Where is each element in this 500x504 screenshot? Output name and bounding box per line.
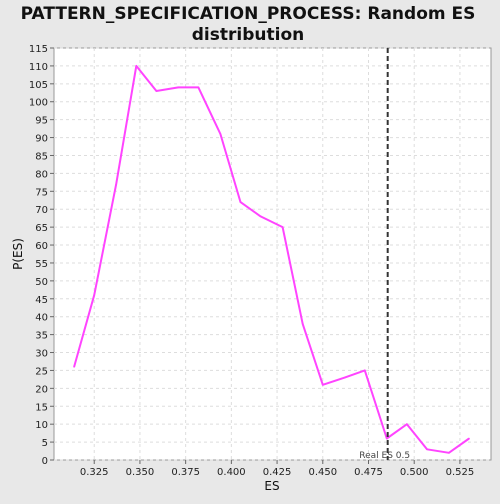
y-tick-label: 10 bbox=[35, 420, 48, 431]
data-point bbox=[239, 201, 242, 203]
data-point bbox=[406, 423, 408, 425]
x-tick-label: 0.450 bbox=[308, 467, 337, 478]
y-tick-label: 70 bbox=[35, 205, 48, 216]
y-tick-label: 35 bbox=[35, 331, 48, 342]
y-tick-label: 75 bbox=[35, 187, 48, 198]
data-point bbox=[321, 383, 324, 386]
y-tick-label: 65 bbox=[35, 223, 48, 234]
x-tick-label: 0.375 bbox=[171, 467, 200, 478]
y-tick-label: 80 bbox=[35, 169, 48, 180]
real-es-label: Real ES 0.5 bbox=[359, 451, 410, 461]
y-tick-label: 95 bbox=[35, 116, 48, 127]
y-tick-label: 55 bbox=[35, 259, 48, 270]
series-layer bbox=[73, 64, 470, 454]
x-tick-label: 0.400 bbox=[217, 467, 246, 478]
plot-area bbox=[53, 47, 492, 461]
data-point bbox=[468, 437, 470, 440]
y-axis-label: P(ES) bbox=[11, 238, 25, 270]
y-tick-label: 110 bbox=[29, 62, 48, 73]
data-point bbox=[259, 215, 262, 218]
y-tick-label: 100 bbox=[29, 98, 48, 109]
y-tick-label: 90 bbox=[35, 134, 48, 145]
x-tick-label: 0.525 bbox=[446, 467, 475, 478]
data-point bbox=[426, 448, 428, 451]
chart-title-line-2: distribution bbox=[192, 25, 304, 45]
y-tick-label: 105 bbox=[29, 80, 48, 91]
y-tick-label: 85 bbox=[35, 151, 48, 162]
data-point bbox=[93, 294, 96, 297]
data-point bbox=[281, 226, 284, 228]
y-tick-label: 15 bbox=[35, 402, 48, 413]
axes: 0 5 10 15 20 25 30 35 40 45 50 55 60 65 70 75 80 85 90 95 10… bbox=[29, 44, 474, 478]
data-point bbox=[219, 133, 222, 135]
x-axis-label: ES bbox=[264, 479, 279, 493]
y-tick-label: 40 bbox=[35, 313, 48, 324]
chart-title-line-1: PATTERN_SPECIFICATION_PROCESS: Random ES bbox=[21, 4, 476, 24]
annotation-layer: Real ES 0.5 bbox=[359, 48, 410, 461]
y-tick-label: 30 bbox=[35, 349, 48, 360]
data-point bbox=[73, 366, 75, 368]
x-tick-label: 0.425 bbox=[263, 467, 292, 478]
data-point bbox=[364, 369, 366, 372]
y-tick-label: 45 bbox=[35, 295, 48, 306]
data-point bbox=[197, 86, 200, 89]
y-tick-label: 5 bbox=[42, 438, 48, 449]
x-tick-label: 0.325 bbox=[80, 467, 109, 478]
x-tick-label: 0.350 bbox=[126, 467, 155, 478]
y-tick-label: 50 bbox=[35, 277, 48, 288]
data-point bbox=[135, 65, 138, 67]
data-point bbox=[301, 323, 304, 325]
data-point bbox=[115, 183, 117, 185]
x-tick-label: 0.475 bbox=[354, 467, 383, 478]
data-point bbox=[385, 437, 388, 440]
y-tick-label: 20 bbox=[35, 384, 48, 395]
x-tick-label: 0.500 bbox=[400, 467, 429, 478]
data-point bbox=[343, 376, 346, 379]
series-line bbox=[73, 64, 470, 454]
grid bbox=[54, 47, 491, 461]
y-tick-label: 115 bbox=[29, 44, 48, 55]
y-tick-label: 60 bbox=[35, 241, 48, 252]
y-tick-label: 25 bbox=[35, 366, 48, 377]
data-point bbox=[448, 452, 450, 454]
data-point bbox=[177, 86, 180, 89]
y-tick-label: 0 bbox=[42, 456, 48, 467]
data-point bbox=[155, 90, 158, 92]
